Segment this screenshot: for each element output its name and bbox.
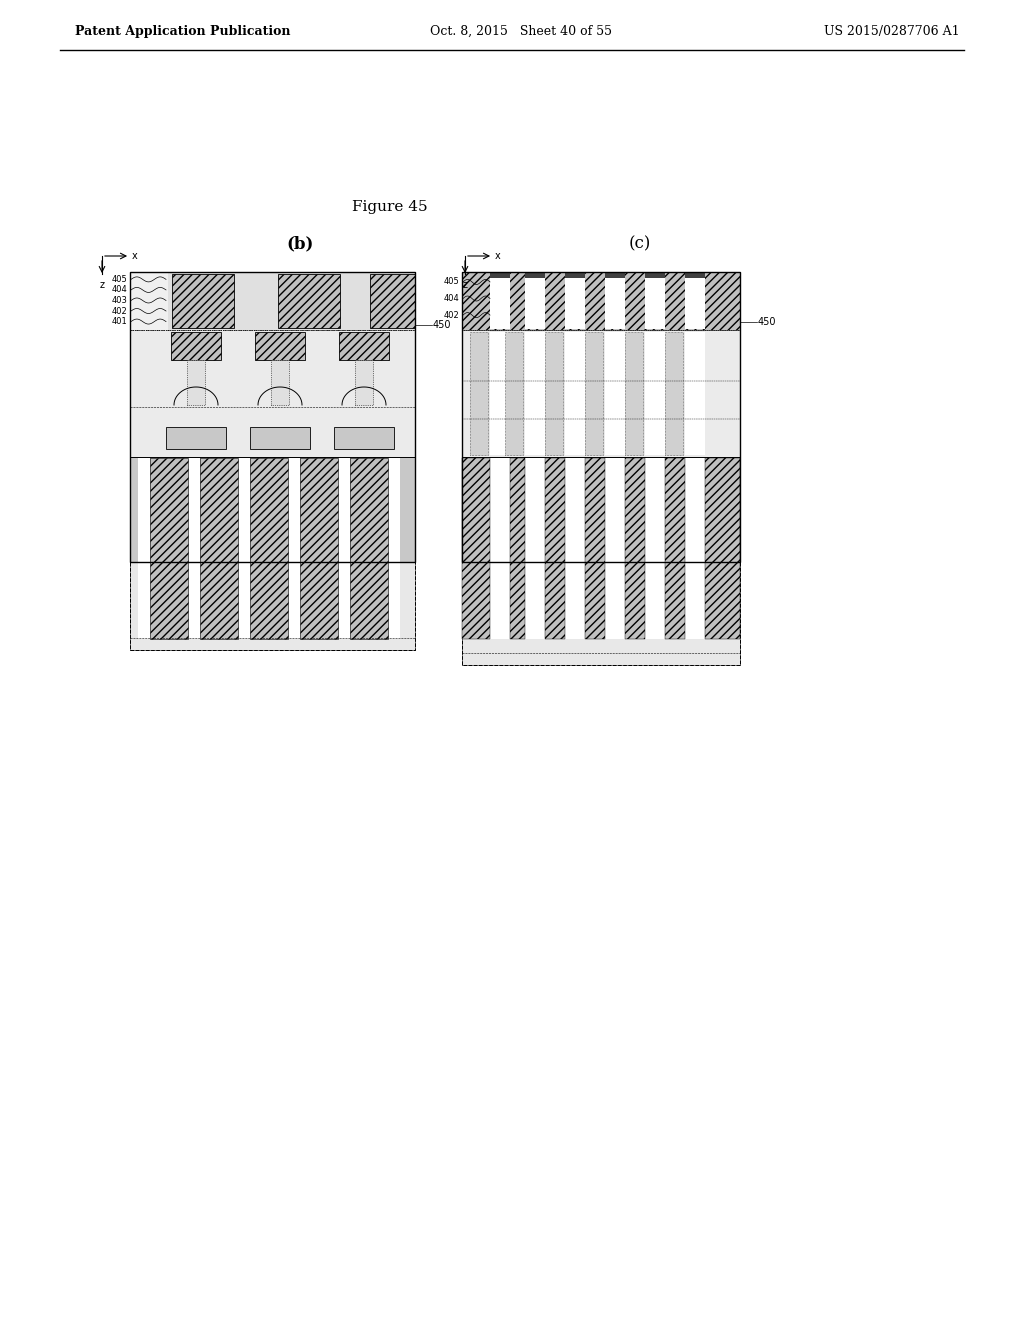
Bar [462, 272, 740, 562]
Bar [565, 273, 585, 279]
Bar [130, 457, 415, 640]
Text: x: x [132, 251, 138, 261]
Text: 402: 402 [443, 310, 459, 319]
Bar [278, 275, 340, 327]
Bar [166, 426, 226, 449]
Bar [250, 426, 310, 449]
Bar [490, 333, 510, 455]
Bar [171, 333, 221, 360]
Bar [705, 458, 740, 639]
Text: x: x [495, 251, 501, 261]
Bar [685, 333, 705, 455]
Bar [250, 458, 288, 639]
Bar [338, 458, 350, 639]
Bar [130, 624, 415, 649]
Text: 450: 450 [433, 319, 452, 330]
Bar [605, 273, 625, 279]
Bar [255, 333, 305, 360]
Bar [355, 360, 373, 405]
Text: 404: 404 [443, 294, 459, 304]
Text: (b): (b) [287, 235, 313, 252]
Text: 405: 405 [112, 275, 127, 284]
Bar [188, 458, 200, 639]
Bar [130, 272, 415, 330]
Text: 405: 405 [443, 277, 459, 286]
Bar [130, 330, 415, 457]
Text: US 2015/0287706 A1: US 2015/0287706 A1 [824, 25, 961, 38]
Bar [462, 640, 740, 665]
Bar [130, 272, 415, 562]
Bar [685, 458, 705, 639]
Bar [525, 458, 545, 639]
Text: z: z [463, 280, 468, 290]
Bar [525, 273, 545, 279]
Bar [525, 333, 545, 455]
Bar [565, 273, 585, 329]
Bar [187, 360, 205, 405]
Bar [565, 458, 585, 639]
Bar [138, 458, 150, 639]
Bar [645, 333, 665, 455]
Bar [585, 458, 605, 639]
Bar [200, 458, 238, 639]
Bar [665, 333, 683, 455]
Bar [545, 333, 563, 455]
Bar [288, 458, 300, 639]
Bar [490, 273, 510, 329]
Bar [685, 273, 705, 279]
Bar [645, 273, 665, 329]
Bar [490, 458, 510, 639]
Text: Oct. 8, 2015   Sheet 40 of 55: Oct. 8, 2015 Sheet 40 of 55 [430, 25, 612, 38]
Bar [462, 272, 740, 330]
Bar [470, 333, 488, 455]
Bar [645, 273, 665, 279]
Bar [300, 458, 338, 639]
Bar [462, 330, 740, 457]
Bar [462, 562, 740, 665]
Bar [130, 562, 415, 649]
Bar [565, 333, 585, 455]
Text: 401: 401 [112, 317, 127, 326]
Bar [130, 272, 415, 330]
Bar [334, 426, 394, 449]
Bar [490, 273, 510, 279]
Bar [370, 275, 415, 327]
Bar [339, 333, 389, 360]
Text: Patent Application Publication: Patent Application Publication [75, 25, 291, 38]
Bar [172, 275, 234, 327]
Bar [150, 458, 188, 639]
Bar [238, 458, 250, 639]
Bar [462, 272, 740, 330]
Bar [510, 458, 525, 639]
Bar [605, 458, 625, 639]
Bar [505, 333, 523, 455]
Text: 403: 403 [112, 296, 127, 305]
Bar [350, 458, 388, 639]
Text: 404: 404 [112, 285, 127, 294]
Bar [130, 272, 168, 330]
Text: (c): (c) [629, 235, 651, 252]
Bar [388, 458, 400, 639]
Text: Figure 45: Figure 45 [352, 201, 428, 214]
Bar [665, 458, 685, 639]
Bar [545, 458, 565, 639]
Bar [462, 458, 490, 639]
Bar [585, 333, 603, 455]
Text: z: z [99, 280, 104, 290]
Bar [645, 458, 665, 639]
Bar [605, 333, 625, 455]
Bar [525, 273, 545, 329]
Text: 402: 402 [112, 306, 127, 315]
Bar [271, 360, 289, 405]
Bar [605, 273, 625, 329]
Bar [625, 333, 643, 455]
Bar [625, 458, 645, 639]
Bar [462, 457, 740, 640]
Text: 450: 450 [758, 317, 776, 327]
Bar [685, 273, 705, 329]
